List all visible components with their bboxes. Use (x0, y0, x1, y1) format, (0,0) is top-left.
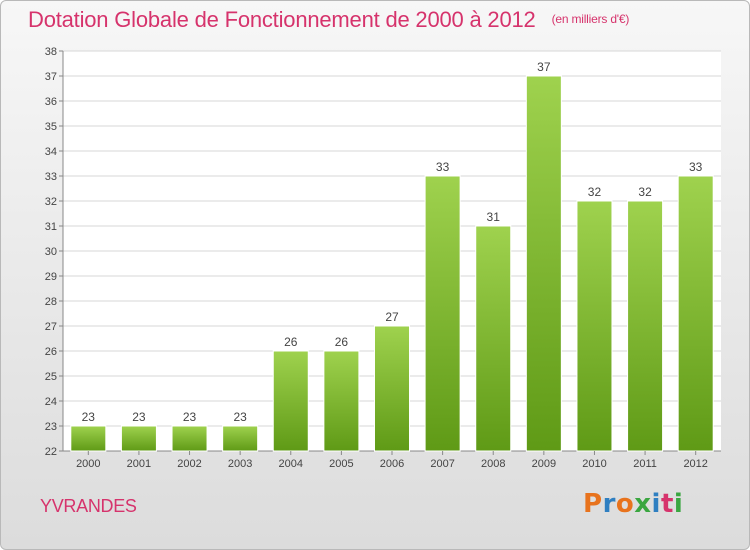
x-tick-label: 2010 (582, 458, 606, 470)
x-tick-label: 2008 (481, 458, 505, 470)
data-label: 33 (689, 160, 703, 174)
y-tick-label: 29 (45, 271, 57, 283)
y-tick-label: 24 (45, 396, 57, 408)
bar (525, 75, 562, 452)
y-tick-label: 27 (45, 321, 57, 333)
y-tick-label: 36 (45, 96, 57, 108)
data-label: 27 (385, 310, 399, 324)
data-label: 26 (335, 335, 349, 349)
bar (171, 425, 208, 452)
bar (70, 425, 107, 452)
logo-letter: x (634, 489, 652, 519)
bar (323, 350, 360, 452)
data-label: 23 (233, 410, 247, 424)
data-label: 33 (436, 160, 450, 174)
x-tick-label: 2007 (430, 458, 454, 470)
y-tick-label: 22 (45, 446, 57, 458)
data-label: 23 (82, 410, 96, 424)
unit-note: (en milliers d'€) (551, 12, 630, 26)
y-tick-label: 37 (45, 71, 57, 83)
y-tick-label: 30 (45, 246, 57, 258)
y-tick-label: 35 (45, 121, 57, 133)
x-tick-label: 2002 (177, 458, 201, 470)
data-label: 32 (588, 185, 602, 199)
data-label: 23 (132, 410, 146, 424)
logo-letter: i (673, 489, 684, 519)
bar (424, 175, 461, 452)
logo-letter: P (583, 489, 603, 519)
proxiti-logo: Proxiti (583, 489, 683, 519)
x-tick-label: 2012 (683, 458, 707, 470)
y-tick-label: 38 (45, 46, 57, 58)
data-label: 26 (284, 335, 298, 349)
data-label: 23 (183, 410, 197, 424)
bar (272, 350, 309, 452)
logo-letter: o (615, 489, 635, 519)
x-tick-label: 2003 (228, 458, 252, 470)
logo-letter: r (602, 489, 616, 519)
x-tick-label: 2001 (127, 458, 151, 470)
y-tick-label: 33 (45, 171, 57, 183)
data-label: 37 (537, 60, 551, 74)
bar (677, 175, 714, 452)
data-label: 31 (487, 210, 501, 224)
y-tick-label: 23 (45, 421, 57, 433)
data-label: 32 (638, 185, 652, 199)
y-tick-label: 25 (45, 371, 57, 383)
y-tick-label: 31 (45, 221, 57, 233)
y-tick-label: 26 (45, 346, 57, 358)
x-tick-label: 2006 (380, 458, 404, 470)
bar (627, 200, 664, 452)
bar (576, 200, 613, 452)
y-tick-label: 34 (45, 146, 57, 158)
x-tick-label: 2000 (76, 458, 100, 470)
commune-name: YVRANDES (40, 496, 137, 516)
y-tick-label: 28 (45, 296, 57, 308)
bar (475, 225, 512, 452)
bar (120, 425, 157, 452)
x-tick-label: 2005 (329, 458, 353, 470)
y-tick-label: 32 (45, 196, 57, 208)
x-tick-label: 2004 (279, 458, 303, 470)
logo-letter: t (660, 489, 674, 519)
bar (374, 325, 410, 452)
x-tick-label: 2009 (532, 458, 556, 470)
chart-title: Dotation Globale de Fonctionnement de 20… (28, 7, 629, 33)
x-tick-label: 2011 (633, 458, 657, 470)
title-text: Dotation Globale de Fonctionnement de 20… (28, 7, 536, 32)
logo-letter: i (651, 489, 661, 519)
bar (222, 425, 259, 452)
